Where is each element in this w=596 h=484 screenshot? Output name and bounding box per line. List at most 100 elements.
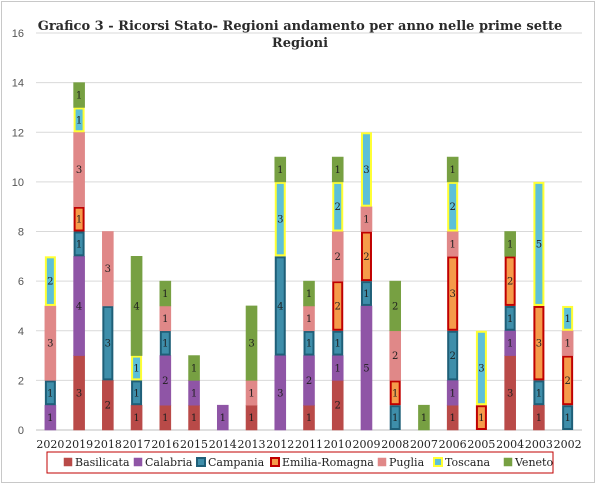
bar-data-label: 3 bbox=[76, 165, 82, 176]
y-tick-label: 8 bbox=[18, 227, 24, 239]
x-tick-label: 2013 bbox=[238, 438, 266, 451]
bar-data-label: 1 bbox=[47, 413, 53, 424]
legend-swatch bbox=[377, 457, 387, 467]
bar-segment bbox=[131, 380, 143, 406]
bar-data-label: 4 bbox=[76, 301, 82, 312]
x-axis-ticks: 2020 2019 2018 2017 2016 2015 2014 2013 2012 2011… bbox=[36, 438, 581, 451]
bar-segment bbox=[562, 405, 574, 430]
bar-data-label: 1 bbox=[335, 339, 341, 350]
x-tick-label: 2015 bbox=[180, 438, 208, 451]
bar-data-label: 2 bbox=[105, 401, 111, 412]
bar-segment bbox=[360, 132, 372, 207]
x-tick-label: 2014 bbox=[209, 438, 237, 451]
bar-data-label: 1 bbox=[133, 388, 139, 399]
bar-data-label: 2 bbox=[392, 351, 398, 362]
bar-data-label: 5 bbox=[363, 363, 369, 374]
bar-data-label: 3 bbox=[536, 339, 542, 350]
bar-segment bbox=[418, 404, 430, 431]
bar-segment bbox=[533, 181, 545, 306]
legend-frame bbox=[46, 451, 554, 474]
bar-data-label: 1 bbox=[536, 413, 542, 424]
legend-entry: Veneto bbox=[514, 456, 553, 469]
legend-swatch bbox=[63, 457, 73, 467]
bar-data-label: 2 bbox=[335, 252, 341, 263]
bar-segment bbox=[332, 330, 344, 356]
bar-segment bbox=[475, 330, 487, 406]
x-tick-label: 2007 bbox=[410, 438, 438, 451]
x-tick-label: 2009 bbox=[352, 438, 380, 451]
bar-data-label: 3 bbox=[277, 215, 283, 226]
legend-swatch bbox=[196, 457, 206, 467]
bar-segment bbox=[389, 405, 401, 430]
bar-data-label: 3 bbox=[277, 388, 283, 399]
bar-segment bbox=[360, 281, 372, 306]
bar-data-label: 1 bbox=[277, 165, 283, 176]
bar-segment bbox=[73, 206, 85, 232]
bar-data-label: 4 bbox=[133, 301, 139, 312]
bar-segment bbox=[303, 280, 315, 307]
bar-data-label: 1 bbox=[47, 388, 53, 399]
bar-data-label: 1 bbox=[478, 413, 484, 424]
bar-data-label: 1 bbox=[507, 314, 513, 325]
bar-segment bbox=[44, 380, 56, 406]
bar-data-label: 1 bbox=[449, 413, 455, 424]
bar-data-label: 3 bbox=[76, 388, 82, 399]
bar-data-label: 4 bbox=[277, 301, 283, 312]
bar-data-label: 5 bbox=[536, 239, 542, 250]
bar-segment bbox=[188, 355, 200, 381]
bar-data-label: 3 bbox=[105, 264, 111, 275]
bar-data-label: 1 bbox=[363, 215, 369, 226]
x-tick-label: 2004 bbox=[496, 438, 524, 451]
bar-segment bbox=[44, 256, 56, 306]
bar-segment bbox=[562, 305, 574, 331]
bar-data-label: 1 bbox=[507, 339, 513, 350]
bar-data-label: 1 bbox=[76, 91, 82, 102]
bar-data-label: 1 bbox=[162, 289, 168, 300]
bar-data-label: 1 bbox=[133, 413, 139, 424]
bar-segment bbox=[274, 256, 286, 356]
legend-swatch bbox=[133, 457, 143, 467]
bar-segment bbox=[360, 231, 372, 282]
bar-segment bbox=[274, 181, 286, 257]
bar-data-label: 1 bbox=[76, 115, 82, 126]
bar-data-label: 3 bbox=[449, 289, 455, 300]
bar-segment bbox=[504, 305, 516, 331]
bar-segment bbox=[447, 181, 459, 232]
bar-segment bbox=[73, 107, 85, 133]
bar-data-label: 2 bbox=[47, 277, 53, 288]
bar-segment bbox=[475, 405, 487, 430]
bar-segment bbox=[102, 231, 114, 307]
gridlines bbox=[36, 32, 582, 431]
bar-segment bbox=[447, 256, 459, 331]
bar-data-label: 1 bbox=[162, 339, 168, 350]
bar-data-label: 1 bbox=[306, 314, 312, 325]
bar-data-label: 1 bbox=[392, 413, 398, 424]
x-tick-label: 2005 bbox=[467, 438, 495, 451]
bar-data-label: 3 bbox=[363, 165, 369, 176]
bar-segment bbox=[504, 256, 516, 306]
y-axis-ticks: 0 2 4 6 8 10 12 14 16 bbox=[12, 28, 24, 437]
bar-data-label: 1 bbox=[564, 413, 570, 424]
x-tick-label: 2006 bbox=[439, 438, 467, 451]
legend-entry: Calabria bbox=[145, 456, 193, 469]
legend: Basilicata Calabria Campania Emilia-Romagna… bbox=[46, 451, 554, 474]
y-tick-label: 12 bbox=[12, 127, 24, 139]
bar-data-label: 1 bbox=[191, 388, 197, 399]
legend-swatch bbox=[503, 457, 513, 467]
bar-data-label: 2 bbox=[306, 376, 312, 387]
bar-segment bbox=[446, 156, 459, 183]
x-tick-label: 2010 bbox=[324, 438, 352, 451]
bar-data-label: 3 bbox=[478, 363, 484, 374]
y-tick-label: 14 bbox=[12, 78, 24, 90]
bar-data-label: 2 bbox=[449, 202, 455, 213]
y-tick-label: 16 bbox=[12, 28, 24, 40]
x-tick-label: 2011 bbox=[295, 438, 323, 451]
bar-segment bbox=[533, 305, 545, 381]
legend-entry: Toscana bbox=[445, 456, 491, 469]
bar-data-label: 1 bbox=[564, 314, 570, 325]
legend-entry: Puglia bbox=[389, 456, 425, 469]
bar-data-label: 2 bbox=[392, 301, 398, 312]
bar-data-label: 3 bbox=[507, 388, 513, 399]
